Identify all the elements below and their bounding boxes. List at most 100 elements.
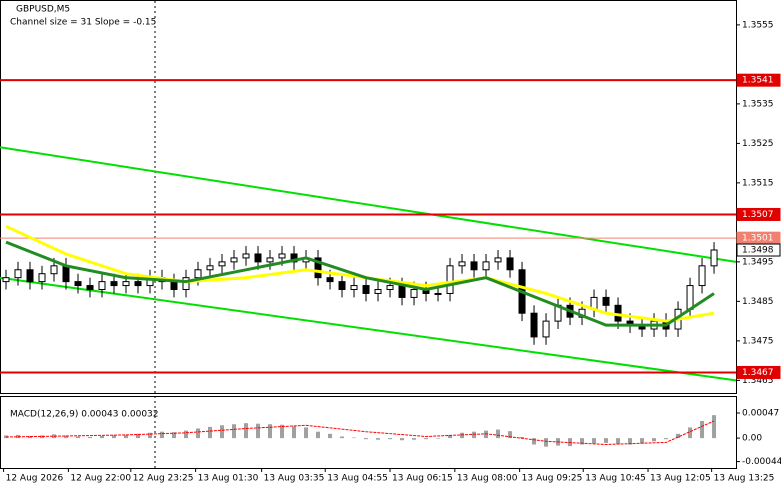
macd-bar bbox=[664, 438, 669, 440]
candle-body bbox=[362, 285, 370, 294]
candle-body bbox=[374, 289, 382, 294]
candle-body bbox=[50, 265, 58, 275]
macd-bar bbox=[604, 438, 609, 443]
y-tick-label: 1.3515 bbox=[742, 178, 774, 188]
candle-body bbox=[446, 265, 454, 294]
level-box bbox=[736, 365, 781, 379]
candle-body bbox=[602, 296, 610, 306]
macd-bar bbox=[544, 438, 549, 447]
candle-body bbox=[38, 273, 46, 283]
x-tick-label: 13 Aug 09:25 bbox=[522, 474, 583, 484]
candle-body bbox=[98, 281, 106, 291]
macd-bar bbox=[316, 431, 321, 439]
macd-bar bbox=[508, 431, 513, 439]
macd-title: MACD(12,26,9) 0.00043 0.00032 bbox=[10, 410, 159, 420]
candle-body bbox=[686, 285, 694, 310]
macd-tick-label: 0.00047 bbox=[742, 409, 779, 419]
macd-bar bbox=[184, 430, 189, 439]
macd-bar bbox=[148, 432, 153, 439]
macd-bar bbox=[124, 434, 129, 439]
y-tick-label: 1.3465 bbox=[742, 376, 774, 386]
macd-bar bbox=[592, 438, 597, 444]
channel-line bbox=[0, 146, 737, 263]
candle-body bbox=[122, 281, 130, 287]
candle-body bbox=[266, 257, 274, 263]
candle-body bbox=[62, 265, 70, 283]
candle-body bbox=[542, 320, 550, 338]
macd-tick-label: 0.00 bbox=[742, 434, 762, 444]
candle-body bbox=[698, 265, 706, 287]
macd-bar bbox=[196, 428, 201, 439]
y-tick-label: 1.3525 bbox=[742, 139, 774, 149]
macd-bar bbox=[484, 430, 489, 439]
macd-bar bbox=[712, 415, 717, 439]
macd-bar bbox=[412, 438, 417, 440]
y-tick-label: 1.3535 bbox=[742, 99, 774, 109]
macd-bar bbox=[700, 421, 705, 439]
candle-body bbox=[710, 249, 718, 267]
candle-body bbox=[338, 281, 346, 291]
x-tick-label: 12 Aug 23:25 bbox=[133, 474, 194, 484]
x-tick-label: 13 Aug 12:05 bbox=[650, 474, 711, 484]
macd-bar bbox=[580, 438, 585, 445]
macd-bar bbox=[676, 433, 681, 439]
macd-bar bbox=[100, 435, 105, 439]
x-tick-label: 13 Aug 08:00 bbox=[457, 474, 518, 484]
macd-bar bbox=[244, 423, 249, 439]
macd-bar bbox=[136, 433, 141, 439]
candle-body bbox=[470, 261, 478, 271]
macd-bar bbox=[76, 436, 81, 439]
macd-bar bbox=[364, 438, 369, 440]
x-tick-label: 13 Aug 13:25 bbox=[714, 474, 775, 484]
x-tick-label: 13 Aug 06:15 bbox=[392, 474, 453, 484]
macd-bar bbox=[160, 431, 165, 439]
macd-bar bbox=[304, 427, 309, 439]
macd-signal bbox=[5, 420, 715, 446]
macd-panel bbox=[0, 396, 737, 469]
candle-body bbox=[350, 285, 358, 291]
candle-body bbox=[410, 289, 418, 298]
level-box bbox=[736, 73, 781, 87]
macd-bar bbox=[352, 437, 357, 439]
macd-bar bbox=[280, 424, 285, 439]
macd-bar bbox=[64, 435, 69, 439]
current-price-label: 1.3498 bbox=[742, 246, 774, 256]
candle-body bbox=[386, 285, 394, 291]
candle-body bbox=[194, 269, 202, 279]
macd-bar bbox=[376, 438, 381, 440]
candle-body bbox=[86, 285, 94, 291]
macd-bar bbox=[652, 438, 657, 442]
candle-body bbox=[254, 253, 262, 263]
macd-bar bbox=[28, 435, 33, 439]
candle-body bbox=[458, 261, 466, 267]
candle-body bbox=[530, 312, 538, 338]
candle-body bbox=[230, 257, 238, 263]
level-label: 1.3541 bbox=[742, 76, 774, 86]
level-box bbox=[736, 207, 781, 221]
current-price-box bbox=[736, 243, 781, 257]
macd-bar bbox=[88, 437, 93, 439]
macd-bar bbox=[388, 438, 393, 440]
macd-bar bbox=[424, 438, 429, 440]
candle-body bbox=[494, 257, 502, 263]
macd-bar bbox=[400, 438, 405, 441]
candle-body bbox=[110, 281, 118, 287]
macd-bar bbox=[448, 434, 453, 439]
candle-body bbox=[134, 281, 142, 287]
candle-body bbox=[290, 253, 298, 263]
candle-body bbox=[314, 257, 322, 279]
y-tick-label: 1.3495 bbox=[742, 257, 774, 267]
macd-bar bbox=[256, 423, 261, 439]
candle-body bbox=[326, 277, 334, 283]
candle-body bbox=[14, 269, 22, 279]
x-tick-label: 13 Aug 01:30 bbox=[198, 474, 259, 484]
candle-body bbox=[242, 253, 250, 259]
x-tick-label: 12 Aug 22:00 bbox=[70, 474, 131, 484]
price-panel bbox=[0, 0, 737, 394]
macd-bar bbox=[208, 426, 213, 439]
macd-bar bbox=[496, 429, 501, 439]
chart-subtitle: Channel size = 31 Slope = -0.15 bbox=[10, 18, 156, 28]
moving-average bbox=[5, 240, 715, 327]
